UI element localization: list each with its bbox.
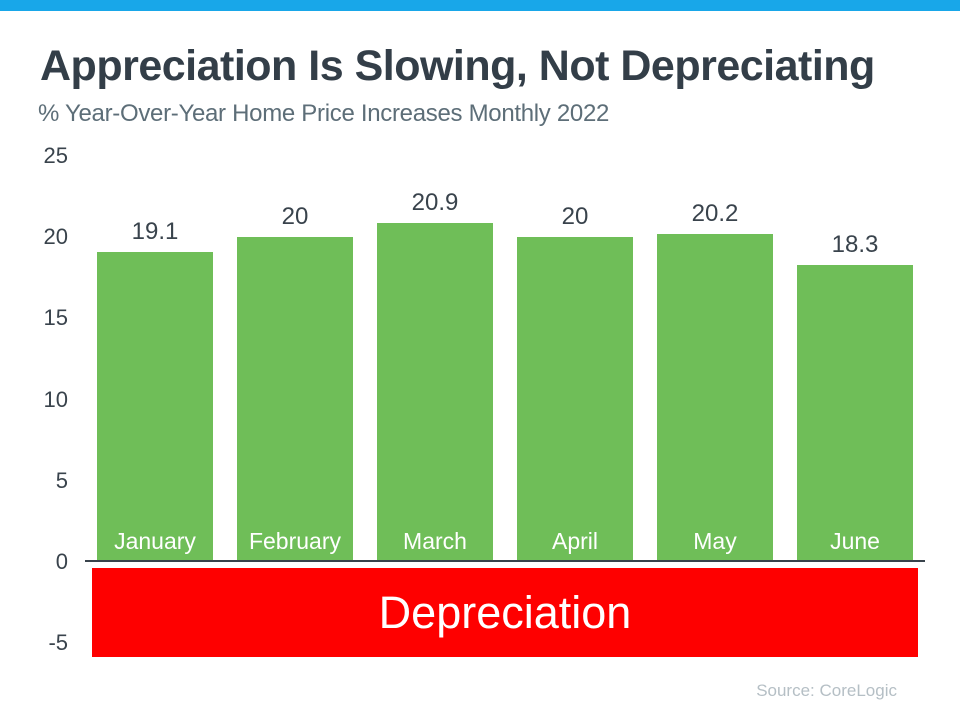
bar-category-label: April	[551, 528, 598, 554]
bar-value-label: 20	[561, 203, 589, 230]
y-tick-label: 0	[55, 549, 68, 574]
bar-may: May	[657, 234, 773, 562]
y-tick-label: 10	[43, 386, 68, 412]
depreciation-band: Depreciation	[92, 568, 918, 657]
y-tick-label: 15	[43, 305, 68, 331]
bar-value-label: 20.9	[411, 189, 459, 216]
bar-april: April	[517, 237, 633, 562]
zero-axis-line	[85, 560, 925, 562]
chart-subtitle: % Year-Over-Year Home Price Increases Mo…	[38, 100, 610, 127]
y-tick-label: -5	[48, 630, 68, 656]
bar-value-label: 19.1	[131, 218, 179, 245]
bar-category-label: June	[830, 528, 880, 554]
y-tick-label: 25	[43, 143, 68, 168]
bar-june: June	[797, 265, 913, 562]
source-credit: Source: CoreLogic	[756, 681, 897, 700]
bar-february: February	[237, 237, 353, 562]
bar-category-label: May	[693, 528, 737, 554]
bar-value-label: 18.3	[831, 231, 879, 258]
depreciation-label: Depreciation	[378, 586, 632, 638]
bar-category-label: March	[403, 528, 467, 554]
bar-january: January	[97, 252, 213, 562]
bar-march: March	[377, 223, 493, 562]
top-accent-bar	[0, 0, 960, 11]
bar-value-label: 20.2	[691, 200, 739, 227]
bar-category-label: January	[114, 528, 196, 554]
y-tick-label: 5	[55, 467, 68, 493]
bar-category-label: February	[248, 528, 342, 554]
page-title: Appreciation Is Slowing, Not Depreciatin…	[40, 42, 875, 90]
bar-value-label: 20	[281, 203, 309, 230]
y-tick-label: 20	[43, 224, 68, 250]
